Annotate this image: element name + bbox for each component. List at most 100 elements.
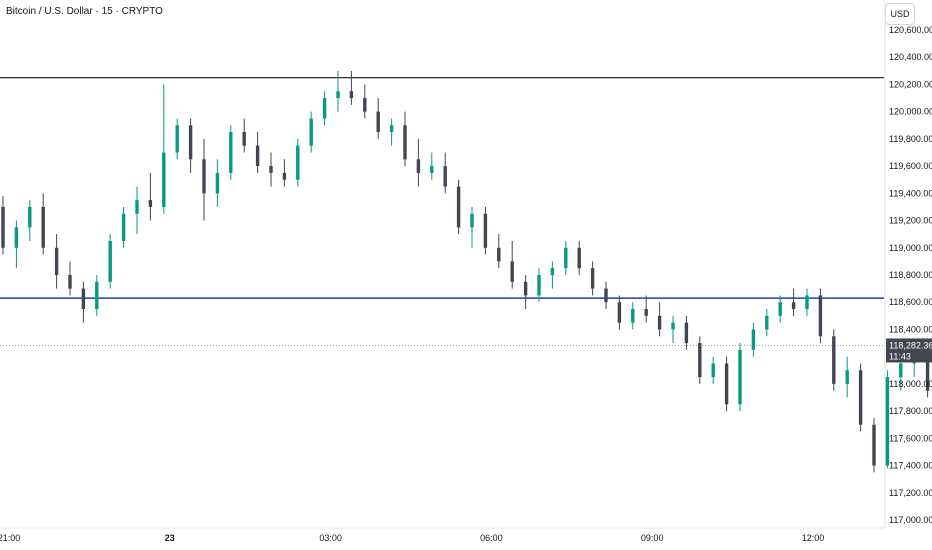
candle[interactable] xyxy=(162,84,166,214)
candle[interactable] xyxy=(376,98,380,139)
y-tick-label: 120,000.00 xyxy=(889,107,932,117)
candle-body xyxy=(336,91,340,99)
candle-body xyxy=(617,302,622,323)
candle-body xyxy=(657,315,662,330)
candle[interactable] xyxy=(483,206,488,255)
x-tick-label: 23 xyxy=(165,533,175,543)
candle[interactable] xyxy=(832,329,836,391)
candle[interactable] xyxy=(456,179,461,235)
candle[interactable] xyxy=(470,206,474,248)
candle[interactable] xyxy=(54,234,59,289)
candle[interactable] xyxy=(95,275,99,316)
candle[interactable] xyxy=(296,138,300,187)
y-tick-label: 118,800.00 xyxy=(889,270,932,280)
candle[interactable] xyxy=(711,356,715,384)
candle[interactable] xyxy=(121,206,126,248)
candle[interactable] xyxy=(858,363,863,432)
price-tag: 118,282.36 11:43 xyxy=(886,338,932,363)
candle-body xyxy=(269,166,273,173)
candle[interactable] xyxy=(14,220,19,269)
candle-body xyxy=(564,247,568,269)
candle[interactable] xyxy=(617,295,622,330)
candle-body xyxy=(229,132,233,173)
candle[interactable] xyxy=(805,288,809,316)
candle[interactable] xyxy=(215,159,220,207)
candle[interactable] xyxy=(28,200,32,241)
candle[interactable] xyxy=(497,234,501,269)
y-tick-label: 119,600.00 xyxy=(889,161,932,171)
candle[interactable] xyxy=(791,288,796,316)
candle[interactable] xyxy=(81,281,86,323)
candle[interactable] xyxy=(68,261,72,296)
candle[interactable] xyxy=(269,152,273,187)
price-tag-countdown: 11:43 xyxy=(889,351,911,361)
x-tick-label: 03:00 xyxy=(319,533,342,543)
candle[interactable] xyxy=(818,288,823,344)
candle[interactable] xyxy=(202,138,206,221)
candle-body xyxy=(81,288,86,310)
candle-body xyxy=(282,172,287,180)
candle-body xyxy=(483,213,488,248)
candle[interactable] xyxy=(282,159,287,187)
candle[interactable] xyxy=(657,302,662,337)
candle-body xyxy=(1,206,5,248)
candle[interactable] xyxy=(349,70,354,105)
candle[interactable] xyxy=(41,193,45,255)
candle[interactable] xyxy=(443,152,447,194)
x-tick-label: 12:00 xyxy=(802,533,825,543)
candle[interactable] xyxy=(510,240,514,289)
candle[interactable] xyxy=(724,356,729,412)
candle[interactable] xyxy=(175,118,179,160)
candle[interactable] xyxy=(872,417,876,473)
candle[interactable] xyxy=(322,91,327,126)
y-tick-label: 118,600.00 xyxy=(889,297,932,307)
candle[interactable] xyxy=(564,240,568,275)
candle-body xyxy=(751,329,756,350)
candle[interactable] xyxy=(751,322,756,357)
candle-body xyxy=(711,363,715,378)
candle-body xyxy=(698,343,702,378)
candle-body xyxy=(537,275,541,296)
candle[interactable] xyxy=(403,111,407,167)
candle-body xyxy=(765,315,769,330)
candle[interactable] xyxy=(255,132,260,173)
candle[interactable] xyxy=(684,315,689,350)
candle[interactable] xyxy=(671,315,675,344)
candle[interactable] xyxy=(577,240,581,275)
candle[interactable] xyxy=(765,309,769,337)
candle[interactable] xyxy=(885,370,890,469)
candle[interactable] xyxy=(229,125,233,180)
candle[interactable] xyxy=(309,111,313,153)
candle[interactable] xyxy=(644,295,648,323)
candle-body xyxy=(832,336,836,384)
candle[interactable] xyxy=(537,268,541,303)
candle-body xyxy=(671,322,675,330)
candle-body xyxy=(778,302,782,316)
candle[interactable] xyxy=(1,196,5,255)
candle-body xyxy=(738,349,742,405)
candle[interactable] xyxy=(336,70,340,112)
candle[interactable] xyxy=(430,152,434,180)
candle[interactable] xyxy=(148,172,153,221)
candle-body xyxy=(845,370,849,384)
candle-body xyxy=(497,247,501,262)
candle[interactable] xyxy=(523,275,528,310)
candle[interactable] xyxy=(604,281,608,310)
candle[interactable] xyxy=(108,234,112,289)
candle[interactable] xyxy=(363,84,367,119)
candle[interactable] xyxy=(242,118,246,153)
candle[interactable] xyxy=(738,343,742,412)
y-tick-label: 120,200.00 xyxy=(889,79,932,89)
candle[interactable] xyxy=(698,336,702,384)
candle[interactable] xyxy=(416,138,421,187)
candle[interactable] xyxy=(188,118,193,173)
candle-body xyxy=(148,200,153,207)
candle[interactable] xyxy=(135,186,139,235)
candle[interactable] xyxy=(631,302,635,330)
candle[interactable] xyxy=(389,118,394,146)
candle[interactable] xyxy=(778,295,782,323)
candle[interactable] xyxy=(590,261,595,296)
candle[interactable] xyxy=(550,261,555,289)
candle[interactable] xyxy=(845,356,849,398)
